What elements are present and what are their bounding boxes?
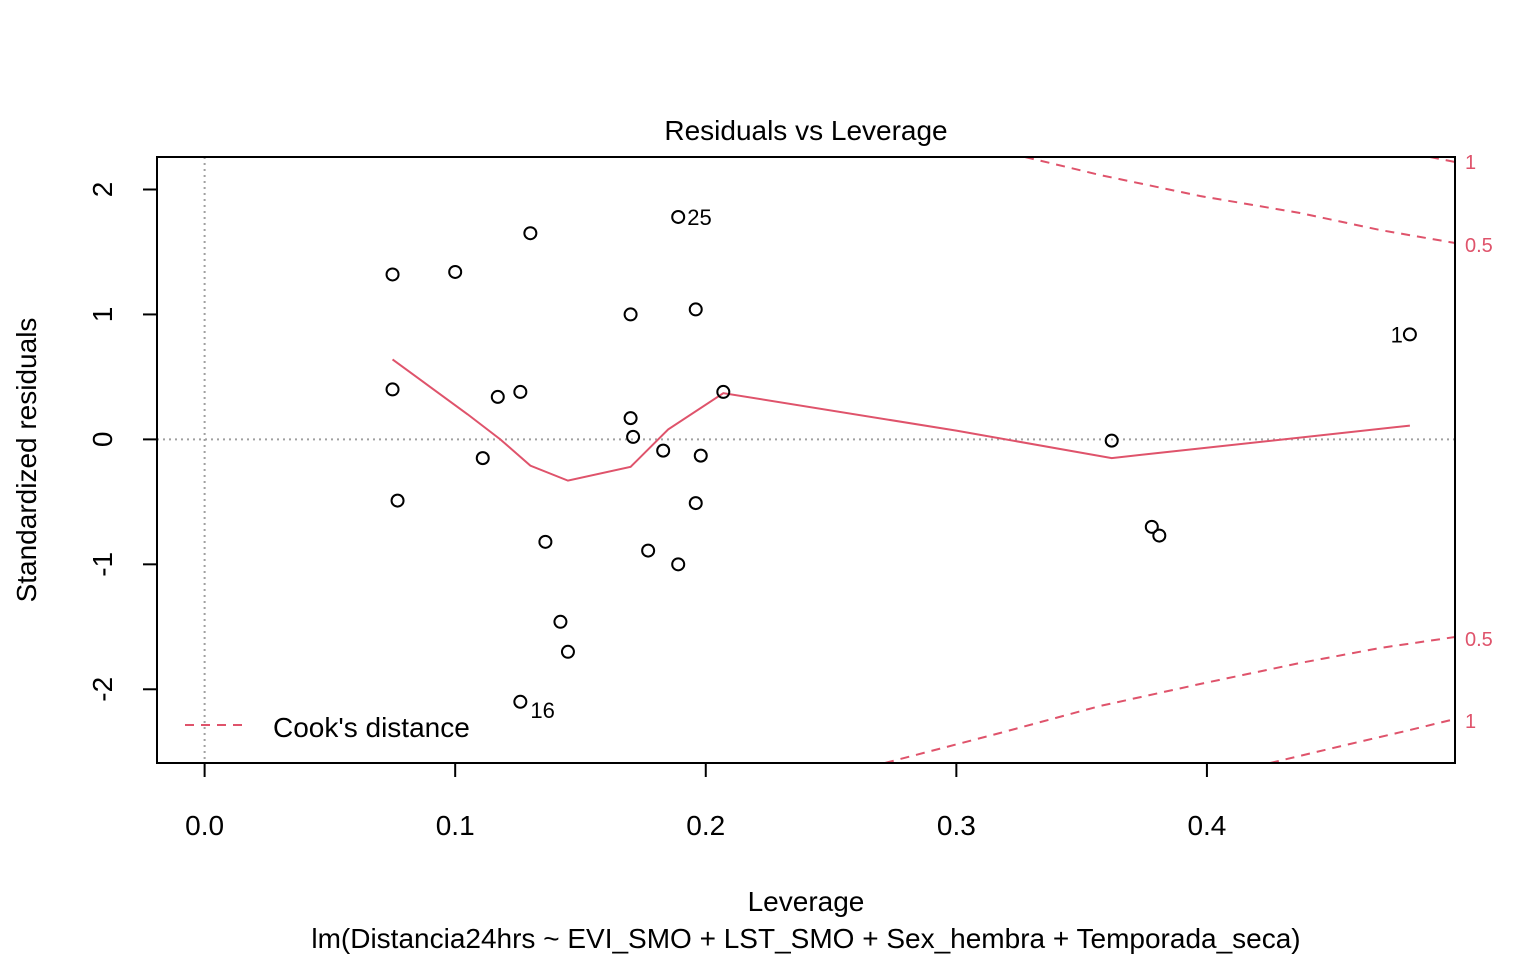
y-tick-label: -1 [87,552,118,577]
data-point [490,389,505,404]
point-label: 16 [530,698,554,723]
plot-area: 16 25 1 0.0 0.1 0.2 0.3 0.4 -2 -1 0 1 2 1 0.5 0.5 1 Cook'… [87,152,1493,841]
model-formula-subtitle: lm(Distancia24hrs ~ EVI_SMO + LST_SMO + … [311,923,1300,954]
data-point [1104,433,1119,448]
x-tick-label: 0.0 [185,810,224,841]
data-point [560,644,575,659]
data-point [671,209,686,224]
y-tick-label: -2 [87,677,118,702]
legend-label: Cook's distance [273,712,470,743]
point-label: 1 [1391,322,1403,347]
data-point [513,384,528,399]
x-tick-label: 0.1 [436,810,475,841]
data-point [623,411,638,426]
y-tick-label: 1 [87,307,118,323]
y-tick-label: 0 [87,432,118,448]
x-tick-label: 0.4 [1187,810,1226,841]
data-point [448,264,463,279]
cook-distance-group [884,157,1455,763]
data-point [1402,327,1417,342]
cook-distance-label: 0.5 [1465,629,1493,651]
x-tick-label: 0.3 [937,810,976,841]
data-point [688,302,703,317]
data-point [475,451,490,466]
data-point [688,496,703,511]
cook-distance-label: 1 [1465,152,1476,174]
cook-distance-label: 0.5 [1465,235,1493,257]
x-tick-label: 0.2 [686,810,725,841]
data-point [641,543,656,558]
data-point [671,557,686,572]
data-point [656,443,671,458]
chart-title: Residuals vs Leverage [664,115,947,146]
data-point [523,226,538,241]
data-point [626,429,641,444]
cook-distance-line [884,636,1455,763]
cook-distance-line [1269,718,1455,763]
plot-frame [156,156,1456,764]
x-axis-label: Leverage [748,886,865,917]
data-point [390,493,405,508]
data-point [385,267,400,282]
cook-distance-line [1024,157,1455,244]
y-axis-label: Standardized residuals [11,318,42,603]
data-point [623,307,638,322]
data-point [553,614,568,629]
data-point [538,534,553,549]
smooth-trend-line [391,358,1411,482]
point-label: 25 [687,205,711,230]
data-point [1144,519,1159,534]
y-tick-label: 2 [87,182,118,198]
cook-distance-label: 1 [1465,711,1476,733]
data-point [1152,528,1167,543]
data-point [513,694,528,709]
data-point [385,382,400,397]
data-point [716,384,731,399]
data-point [693,448,708,463]
